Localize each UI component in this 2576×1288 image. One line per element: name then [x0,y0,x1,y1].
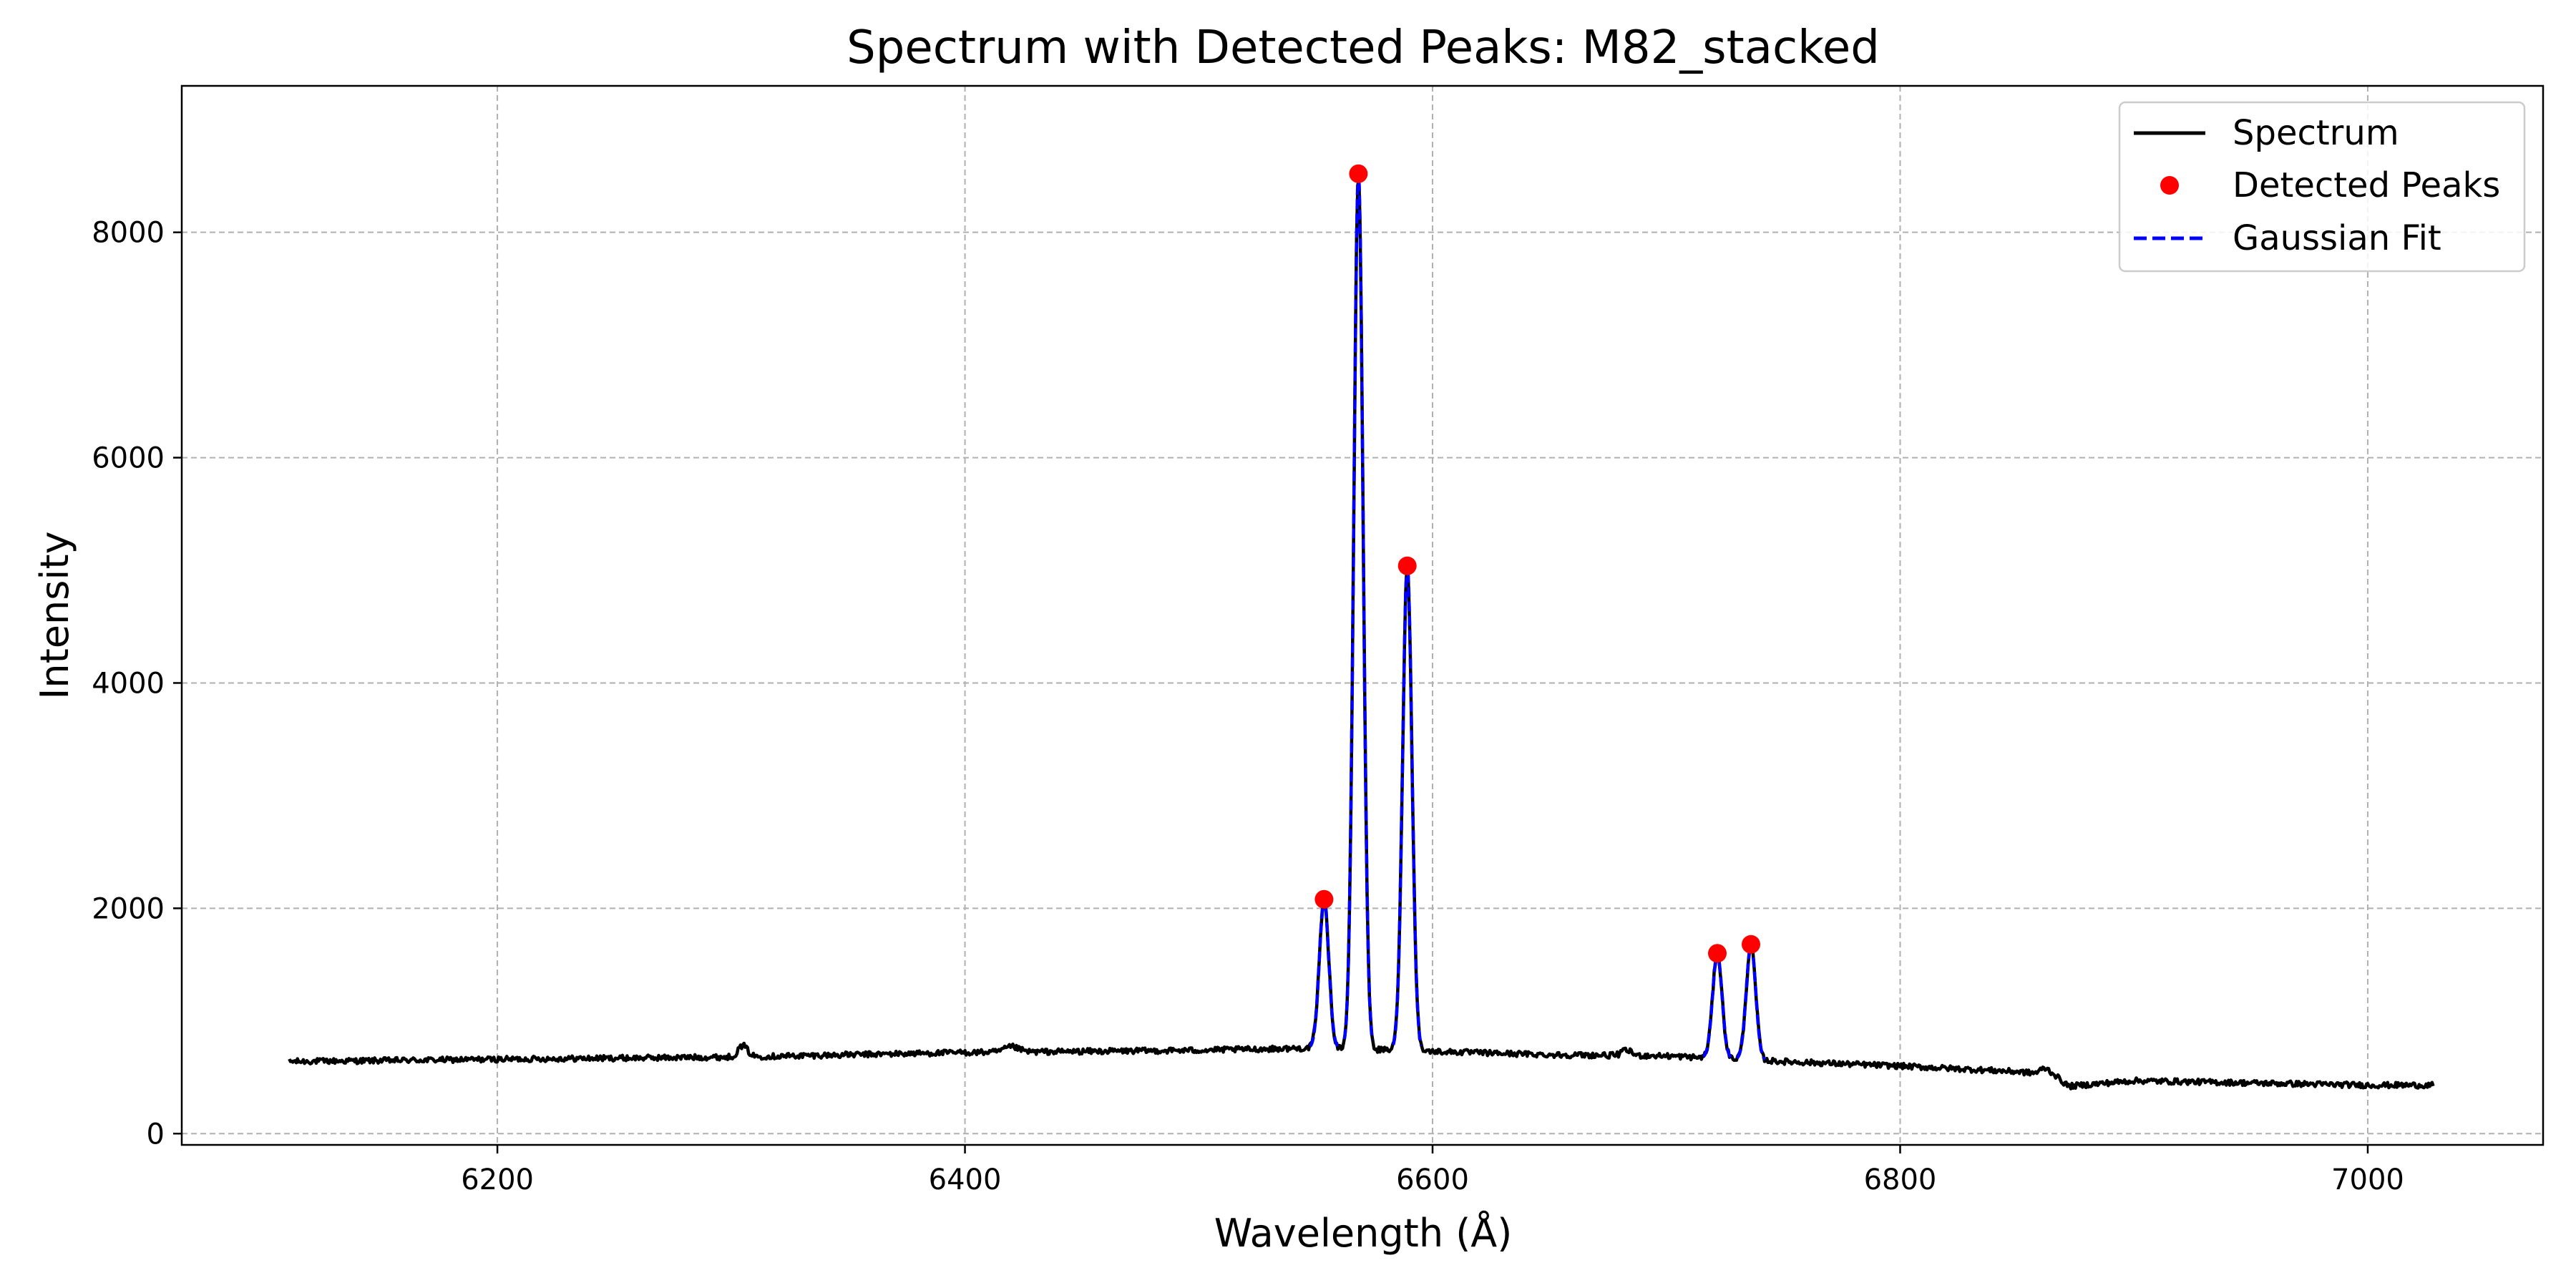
peak-marker [1314,889,1334,909]
x-axis-ticks: 6200 6400 6600 6800 7000 [461,1145,2404,1196]
x-tick-label: 7000 [2331,1163,2404,1196]
peak-marker [1742,935,1760,954]
legend-box [2118,101,2526,273]
peak-marker [1349,164,1368,183]
legend-peaks-label: Detected Peaks [2233,165,2500,205]
legend-spectrum-label: Spectrum [2233,113,2399,153]
legend-peaks-swatch [2160,176,2179,195]
x-tick-label: 6600 [1396,1163,1469,1196]
y-tick-label: 0 [147,1118,165,1151]
x-axis-label: Wavelength (Å) [1214,1210,1513,1256]
legend: Spectrum Detected Peaks Gaussian Fit [2118,101,2526,273]
y-tick-label: 4000 [92,667,165,700]
detected-peak-markers [1314,164,1760,963]
y-tick-label: 8000 [92,217,165,250]
plot-frame [180,84,2545,1146]
peak-marker [1708,944,1727,963]
legend-fit-label: Gaussian Fit [2233,218,2441,258]
y-tick-label: 2000 [92,892,165,925]
y-axis-label: Intensity [32,531,77,699]
peak-marker [1397,556,1417,575]
y-axis-ticks: 0 2000 4000 6000 8000 [92,217,182,1151]
y-tick-label: 6000 [92,442,165,475]
plot-area [288,164,2435,1091]
x-tick-label: 6400 [929,1163,1002,1196]
x-tick-label: 6200 [461,1163,534,1196]
chart-title: Spectrum with Detected Peaks: M82_stacke… [847,21,1880,74]
x-tick-label: 6800 [1864,1163,1937,1196]
